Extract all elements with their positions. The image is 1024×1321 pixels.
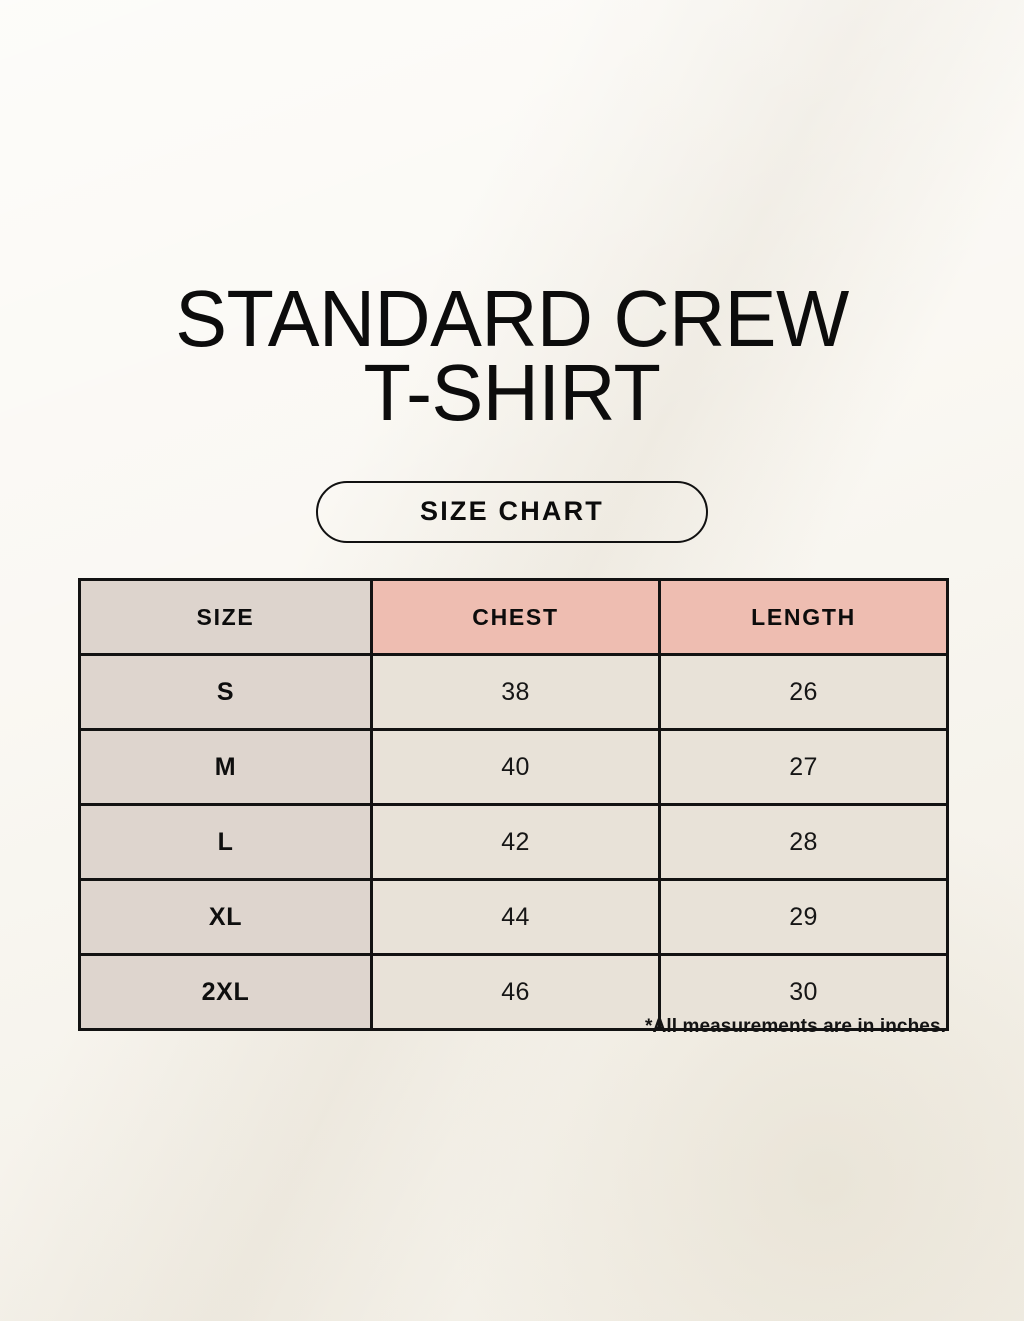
- size-chart-badge: SIZE CHART: [316, 481, 708, 543]
- cell-length: 26: [658, 653, 949, 731]
- size-chart-badge-container: SIZE CHART: [0, 481, 1024, 543]
- cell-length: 29: [658, 878, 949, 956]
- cell-size: M: [78, 728, 373, 806]
- page-title-line-1: STANDARD CREW: [175, 274, 849, 363]
- cell-chest: 42: [370, 803, 661, 881]
- table-row: L 42 28: [78, 803, 949, 881]
- size-chart-table: SIZE CHEST LENGTH S 38 26 M 40 27: [78, 578, 949, 1031]
- column-header-length: LENGTH: [658, 578, 949, 656]
- cell-chest: 38: [370, 653, 661, 731]
- size-chart-table-container: SIZE CHEST LENGTH S 38 26 M 40 27: [78, 578, 949, 1031]
- table-row: M 40 27: [78, 728, 949, 806]
- cell-size: S: [78, 653, 373, 731]
- cell-chest: 44: [370, 878, 661, 956]
- cell-size: L: [78, 803, 373, 881]
- table-header-row: SIZE CHEST LENGTH: [78, 578, 949, 656]
- cell-length: 27: [658, 728, 949, 806]
- table-row: S 38 26: [78, 653, 949, 731]
- measurements-footnote: *All measurements are in inches.: [645, 1016, 946, 1037]
- page-title-line-2: T-SHIRT: [363, 348, 661, 437]
- page-title: STANDARD CREW T-SHIRT: [0, 274, 1024, 437]
- table-row: XL 44 29: [78, 878, 949, 956]
- cell-chest: 40: [370, 728, 661, 806]
- column-header-chest: CHEST: [370, 578, 661, 656]
- cell-length: 28: [658, 803, 949, 881]
- column-header-size: SIZE: [78, 578, 373, 656]
- cell-size: XL: [78, 878, 373, 956]
